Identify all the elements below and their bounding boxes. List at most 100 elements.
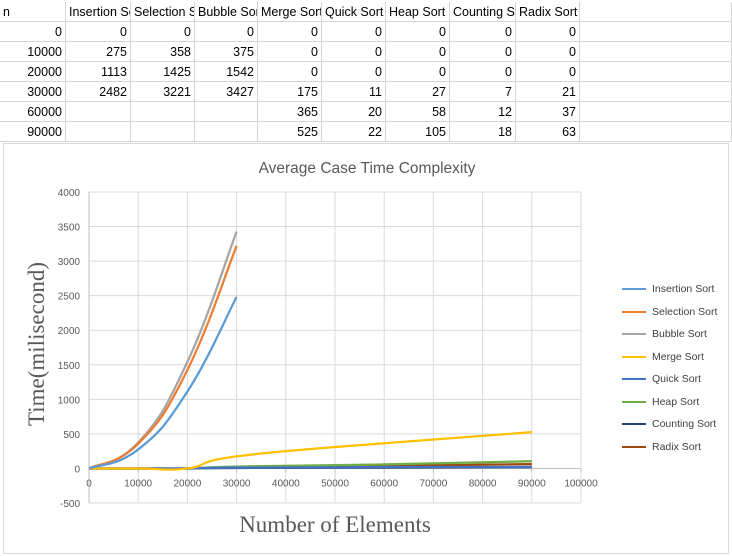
table-cell[interactable]: 63 xyxy=(516,122,580,142)
y-tick-label: 3500 xyxy=(58,223,81,234)
table-cell[interactable]: 22 xyxy=(322,122,386,142)
table-cell[interactable]: 358 xyxy=(131,42,195,62)
table-cell[interactable]: 1542 xyxy=(195,62,258,82)
table-cell[interactable]: 0 xyxy=(450,62,516,82)
legend-swatch xyxy=(622,355,646,358)
table-cell[interactable]: 375 xyxy=(195,42,258,62)
legend-label: Selection Sort xyxy=(652,305,718,318)
table-cell[interactable]: n xyxy=(0,2,66,22)
table-cell[interactable] xyxy=(131,102,195,122)
table-cell[interactable]: 0 xyxy=(195,22,258,42)
table-cell[interactable]: Heap Sort xyxy=(386,2,450,22)
table-cell[interactable]: 0 xyxy=(386,62,450,82)
table-row: 90000 525 22 105 18 63 xyxy=(0,122,732,142)
table-cell[interactable]: 12 xyxy=(450,102,516,122)
table-cell[interactable]: 0 xyxy=(258,22,322,42)
table-cell[interactable] xyxy=(195,102,258,122)
table-cell[interactable]: 27 xyxy=(386,82,450,102)
x-tick-label: 50000 xyxy=(321,478,349,489)
table-cell[interactable]: 60000 xyxy=(0,102,66,122)
chart-area[interactable]: -500 0 500 1000 1500 2000 2500 3000 3500 4000 0 100… xyxy=(3,143,729,554)
table-cell[interactable]: 0 xyxy=(0,22,66,42)
table-cell[interactable] xyxy=(580,102,732,122)
legend-swatch xyxy=(622,423,646,425)
table-cell[interactable]: 0 xyxy=(516,22,580,42)
table-cell[interactable]: 0 xyxy=(131,22,195,42)
table-cell[interactable]: 21 xyxy=(516,82,580,102)
table-cell[interactable]: Bubble Sort xyxy=(195,2,258,22)
x-tick-label: 10000 xyxy=(124,478,152,489)
table-cell[interactable]: 0 xyxy=(386,42,450,62)
chart-title: Average Case Time Complexity xyxy=(259,160,476,177)
table-cell[interactable]: 1425 xyxy=(131,62,195,82)
x-tick-label: 40000 xyxy=(272,478,300,489)
table-cell[interactable] xyxy=(580,82,732,102)
table-cell[interactable]: 7 xyxy=(450,82,516,102)
table-cell[interactable]: Selection Sort xyxy=(131,2,195,22)
table-cell[interactable] xyxy=(580,2,732,22)
table-cell[interactable] xyxy=(580,122,732,142)
y-tick-label: 4000 xyxy=(58,188,81,199)
table-cell[interactable]: 0 xyxy=(516,62,580,82)
table-cell[interactable]: Counting Sort xyxy=(450,2,516,22)
table-cell[interactable]: 525 xyxy=(258,122,322,142)
y-tick-label: -500 xyxy=(60,499,80,510)
table-cell[interactable] xyxy=(580,62,732,82)
table-cell[interactable] xyxy=(580,42,732,62)
table-cell[interactable] xyxy=(66,122,131,142)
table-cell[interactable]: 37 xyxy=(516,102,580,122)
table-cell[interactable]: 0 xyxy=(516,42,580,62)
table-cell[interactable]: 0 xyxy=(66,22,131,42)
table-cell[interactable] xyxy=(580,22,732,42)
table-cell[interactable]: 0 xyxy=(322,22,386,42)
table-cell[interactable]: 18 xyxy=(450,122,516,142)
table-cell[interactable] xyxy=(131,122,195,142)
table-row: 30000 2482 3221 3427 175 11 27 7 21 xyxy=(0,82,732,102)
x-tick-label: 30000 xyxy=(223,478,251,489)
table-cell[interactable]: 0 xyxy=(322,42,386,62)
legend-label: Bubble Sort xyxy=(652,328,707,340)
table-cell[interactable]: 175 xyxy=(258,82,322,102)
table-cell[interactable]: 105 xyxy=(386,122,450,142)
table-cell[interactable]: 0 xyxy=(386,22,450,42)
table-cell[interactable]: Merge Sort xyxy=(258,2,322,22)
table-cell[interactable]: 20000 xyxy=(0,62,66,82)
table-cell[interactable]: 2482 xyxy=(66,82,131,102)
legend-swatch xyxy=(622,288,646,290)
table-cell[interactable] xyxy=(195,122,258,142)
legend-swatch xyxy=(622,400,646,403)
table-cell[interactable]: 0 xyxy=(450,22,516,42)
x-tick-label: 20000 xyxy=(173,478,201,489)
table-cell[interactable]: Insertion Sort xyxy=(66,2,131,22)
legend-label: Insertion Sort xyxy=(652,283,715,295)
table-cell[interactable]: 275 xyxy=(66,42,131,62)
legend-label: Merge Sort xyxy=(652,350,704,363)
table-cell[interactable]: 10000 xyxy=(0,42,66,62)
table-row: 60000 365 20 58 12 37 xyxy=(0,102,732,122)
table-cell[interactable]: 30000 xyxy=(0,82,66,102)
x-tick-label: 70000 xyxy=(419,478,447,489)
table-cell[interactable]: 0 xyxy=(258,62,322,82)
legend-label: Radix Sort xyxy=(652,440,702,453)
table-cell[interactable]: 11 xyxy=(322,82,386,102)
table-cell[interactable]: 3427 xyxy=(195,82,258,102)
table-cell[interactable]: 365 xyxy=(258,102,322,122)
legend-label: Heap Sort xyxy=(652,395,700,408)
table-cell[interactable]: 0 xyxy=(450,42,516,62)
table-cell[interactable]: Radix Sort xyxy=(516,2,580,22)
table-cell[interactable]: Quick Sort xyxy=(322,2,386,22)
table-cell[interactable]: 58 xyxy=(386,102,450,122)
table-cell[interactable]: 90000 xyxy=(0,122,66,142)
table-cell[interactable]: 0 xyxy=(322,62,386,82)
table-cell[interactable]: 20 xyxy=(322,102,386,122)
table-row: 20000 1113 1425 1542 0 0 0 0 0 xyxy=(0,62,732,82)
x-axis-title: Number of Elements xyxy=(239,512,431,537)
y-tick-label: 1000 xyxy=(58,395,81,406)
table-cell[interactable] xyxy=(66,102,131,122)
x-tick-label: 100000 xyxy=(564,478,598,489)
table-cell[interactable]: 3221 xyxy=(131,82,195,102)
table-cell[interactable]: 0 xyxy=(258,42,322,62)
table-cell[interactable]: 1113 xyxy=(66,62,131,82)
